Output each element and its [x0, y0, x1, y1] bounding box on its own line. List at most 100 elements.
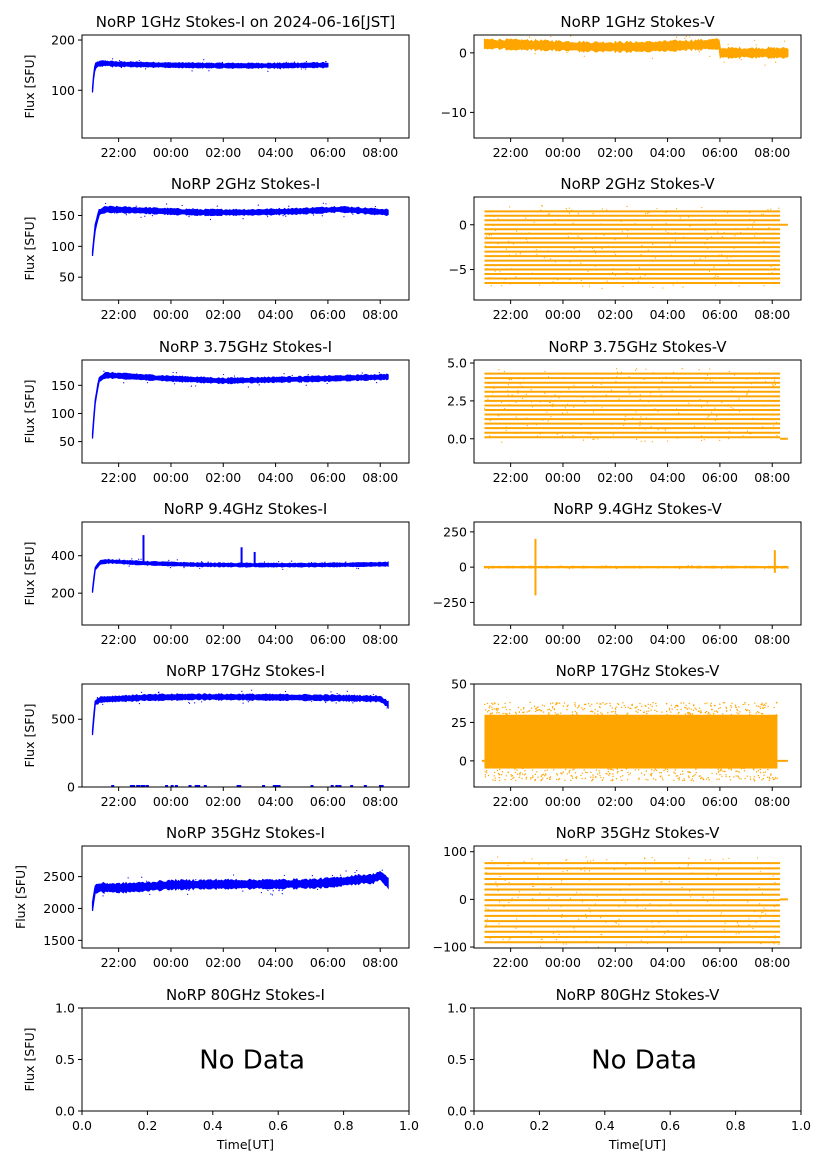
data-point [594, 903, 597, 905]
data-series-stokes-i [91, 693, 389, 736]
data-point [149, 696, 151, 698]
data-point [629, 936, 632, 939]
data-point [584, 866, 586, 869]
data-point [333, 380, 335, 382]
data-point [707, 900, 709, 903]
x-tick-label: 00:00 [545, 145, 581, 160]
data-point [640, 772, 643, 774]
data-point [728, 942, 731, 944]
data-point [760, 712, 763, 715]
data-point [709, 858, 711, 861]
x-tick-label: 06:00 [702, 632, 738, 647]
data-point [652, 566, 655, 568]
data-point [261, 878, 264, 881]
data-point [488, 404, 491, 406]
data-point [764, 704, 766, 707]
data-point [186, 696, 188, 698]
x-tick-label: 1.0 [791, 1118, 811, 1133]
data-point [256, 564, 258, 567]
data-point [730, 713, 733, 716]
data-point [628, 388, 630, 390]
y-tick-label: 1.0 [447, 1001, 467, 1016]
data-point [713, 276, 715, 278]
data-point [533, 221, 535, 223]
data-point [616, 371, 619, 373]
data-point [563, 702, 566, 704]
data-point [625, 768, 628, 770]
x-tick-label: 02:00 [597, 470, 633, 485]
data-point [614, 712, 617, 714]
x-tick-label: 02:00 [597, 145, 633, 160]
data-point [499, 875, 501, 878]
data-point [612, 278, 615, 280]
data-point [689, 713, 692, 715]
data-point [325, 60, 327, 63]
data-point [547, 420, 549, 422]
data-point [343, 216, 345, 218]
data-point [728, 370, 730, 373]
y-tick-label: 0.5 [447, 1052, 467, 1067]
data-point [735, 889, 737, 891]
data-point [645, 417, 647, 419]
data-point [695, 771, 697, 774]
data-point [549, 703, 552, 705]
data-point [173, 697, 175, 700]
x-tick-label: 22:00 [101, 955, 137, 970]
data-point [639, 709, 642, 712]
data-point [513, 776, 515, 779]
data-point [561, 916, 563, 918]
data-point [772, 878, 774, 880]
data-point [556, 423, 558, 425]
data-point [574, 705, 576, 707]
data-point [591, 385, 594, 387]
data-point [580, 869, 582, 871]
data-point [770, 266, 772, 268]
data-point [748, 218, 751, 220]
data-point [734, 390, 736, 392]
data-point [491, 708, 493, 711]
data-point [707, 711, 710, 714]
data-point [737, 713, 740, 715]
data-point [528, 36, 531, 38]
data-point [505, 429, 507, 432]
data-point [280, 68, 282, 70]
data-point [543, 705, 546, 707]
data-point [688, 919, 690, 921]
x-tick-label: 00:00 [153, 470, 189, 485]
x-tick-label: 0.2 [137, 1118, 157, 1133]
data-point [674, 769, 677, 771]
data-point [581, 377, 584, 379]
data-point [574, 703, 576, 706]
subplot-title: NoRP 1GHz Stokes-V [560, 13, 715, 31]
data-point [688, 915, 690, 917]
data-point [626, 205, 628, 208]
data-point [660, 877, 662, 880]
data-point [531, 882, 533, 885]
data-point [486, 267, 488, 270]
data-point [711, 223, 713, 225]
data-point [605, 772, 607, 775]
data-point [494, 702, 496, 704]
data-point [589, 705, 591, 707]
data-series-stokes-i [91, 371, 389, 439]
data-point [506, 241, 509, 243]
data-point [715, 275, 717, 277]
data-point [688, 216, 690, 218]
plot-area-1 [483, 35, 789, 66]
data-point [771, 272, 773, 274]
data-point [757, 769, 760, 772]
data-point [656, 47, 658, 50]
data-point [520, 251, 522, 253]
data-point [125, 214, 127, 216]
data-point [702, 386, 704, 388]
x-tick-label: 02:00 [205, 632, 241, 647]
data-point [647, 703, 650, 705]
data-point [682, 286, 684, 288]
data-point [722, 713, 724, 715]
data-point [612, 267, 614, 270]
data-point [688, 702, 690, 705]
data-point [739, 711, 741, 713]
data-point [586, 860, 589, 862]
data-point [521, 773, 524, 775]
data-point [501, 441, 503, 443]
